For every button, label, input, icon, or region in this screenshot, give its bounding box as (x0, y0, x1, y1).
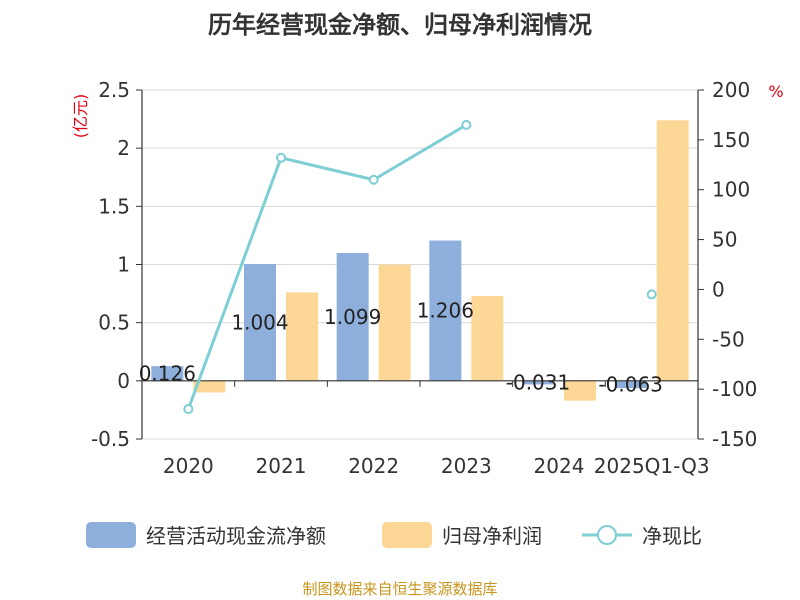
data-label: 1.206 (417, 299, 474, 323)
bar-net-profit (378, 264, 411, 381)
bar-net-profit (193, 380, 226, 393)
left-tick-label: 1.5 (98, 194, 130, 218)
axes-group: -0.5 0 0.5 1 1.5 2 2.5 -150 -100 -50 0 50 100 150 200 2… (91, 78, 757, 478)
bar-operating-cash-flow (614, 380, 647, 389)
bar-net-profit (471, 295, 504, 381)
source-note: 制图数据来自恒生聚源数据库 (302, 580, 497, 598)
right-tick-label: -150 (712, 427, 757, 451)
right-tick-label: 200 (712, 78, 750, 102)
bar-operating-cash-flow (522, 380, 554, 385)
category-label: 2023 (441, 454, 492, 478)
left-tick-label: 2.5 (98, 78, 130, 102)
right-axis-unit: % (768, 82, 783, 101)
legend: 经营活动现金流净额 归母净利润 净现比 (86, 522, 702, 548)
data-label: 1.099 (324, 305, 381, 329)
right-tick-label: -100 (712, 377, 757, 401)
legend-net-cash-ratio-marker (597, 525, 617, 545)
data-label: -0.063 (598, 372, 662, 396)
line-point (183, 404, 194, 415)
data-labels-group: 0.126 1.004 1.099 1.206 -0.031 -0.063 (139, 299, 663, 397)
bar-operating-cash-flow (151, 366, 184, 381)
bar-net-profit (564, 380, 596, 401)
bar-net-profit (656, 120, 689, 381)
data-label: 0.126 (139, 362, 196, 386)
left-tick-label: 0.5 (98, 311, 130, 335)
category-label: 2021 (256, 454, 307, 478)
category-label: 2020 (163, 454, 214, 478)
line-series-group (184, 121, 655, 413)
chart-title: 历年经营现金净额、归母净利润情况 (208, 11, 592, 39)
bar-operating-cash-flow (244, 264, 276, 381)
bars-group (151, 120, 689, 401)
line-point (646, 289, 657, 300)
line-point (461, 119, 472, 130)
category-label: 2024 (534, 454, 585, 478)
bar-net-profit (286, 292, 318, 381)
right-tick-label: -50 (712, 327, 745, 351)
category-label: 2022 (348, 454, 399, 478)
data-label: -0.031 (506, 371, 570, 395)
legend-operating-cash-flow-swatch (86, 522, 136, 548)
legend-net-profit-swatch (382, 522, 432, 548)
right-tick-label: 100 (712, 178, 750, 202)
left-tick-label: 1 (117, 253, 130, 277)
line-point (276, 152, 286, 163)
legend-operating-cash-flow-label: 经营活动现金流净额 (146, 524, 326, 548)
right-tick-label: 150 (712, 128, 750, 152)
line-point (368, 174, 379, 185)
left-tick-label: -0.5 (91, 427, 130, 451)
left-axis-unit: (亿元) (71, 94, 90, 139)
right-tick-label: 0 (712, 277, 725, 301)
left-tick-label: 2 (117, 136, 130, 160)
legend-net-cash-ratio-label: 净现比 (642, 524, 702, 548)
legend-net-profit-label: 归母净利润 (442, 524, 542, 548)
category-label: 2025Q1-Q3 (594, 454, 710, 478)
bar-operating-cash-flow (429, 240, 462, 381)
bar-operating-cash-flow (336, 252, 369, 381)
data-label: 1.004 (231, 310, 288, 334)
left-tick-label: 0 (117, 369, 130, 393)
right-tick-label: 50 (712, 228, 737, 252)
